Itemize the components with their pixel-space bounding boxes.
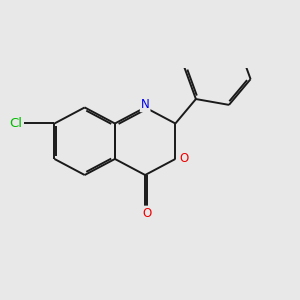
Text: N: N bbox=[141, 98, 149, 111]
Text: O: O bbox=[142, 207, 152, 220]
Text: Cl: Cl bbox=[9, 117, 22, 130]
Text: O: O bbox=[180, 152, 189, 166]
